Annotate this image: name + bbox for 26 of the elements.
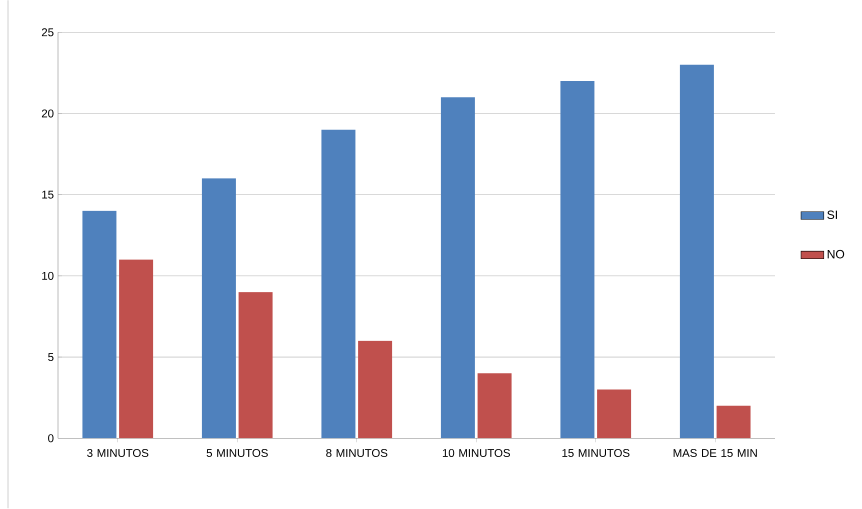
- legend-label: NO: [828, 250, 844, 259]
- bar: [358, 341, 392, 438]
- y-tick-label: 25: [42, 28, 54, 37]
- x-tick-label: 3 MINUTOS: [87, 449, 148, 458]
- y-tick-label: 15: [42, 190, 54, 199]
- bar: [597, 390, 632, 438]
- bar: [82, 211, 116, 438]
- bar: [716, 406, 751, 438]
- x-tick-label: 5 MINUTOS: [206, 449, 268, 458]
- bar: [119, 260, 154, 438]
- y-tick-label: 5: [48, 353, 54, 362]
- bar: [478, 374, 512, 438]
- bar: [238, 292, 273, 438]
- bar: [202, 178, 236, 438]
- x-tick-label: 10 MINUTOS: [442, 449, 510, 458]
- y-tick-label: 20: [42, 110, 54, 118]
- bar: [680, 64, 714, 438]
- x-tick-label: 8 MINUTOS: [326, 449, 388, 458]
- bar: [440, 97, 475, 438]
- legend-label: SI: [827, 210, 837, 220]
- x-tick-label: MAS DE 15 MIN: [674, 449, 757, 458]
- bar: [560, 81, 594, 438]
- x-tick-label: 15 MINUTOS: [562, 449, 630, 458]
- bar: [321, 130, 356, 438]
- y-tick-label: 10: [42, 272, 54, 280]
- y-tick-label: 0: [48, 434, 54, 443]
